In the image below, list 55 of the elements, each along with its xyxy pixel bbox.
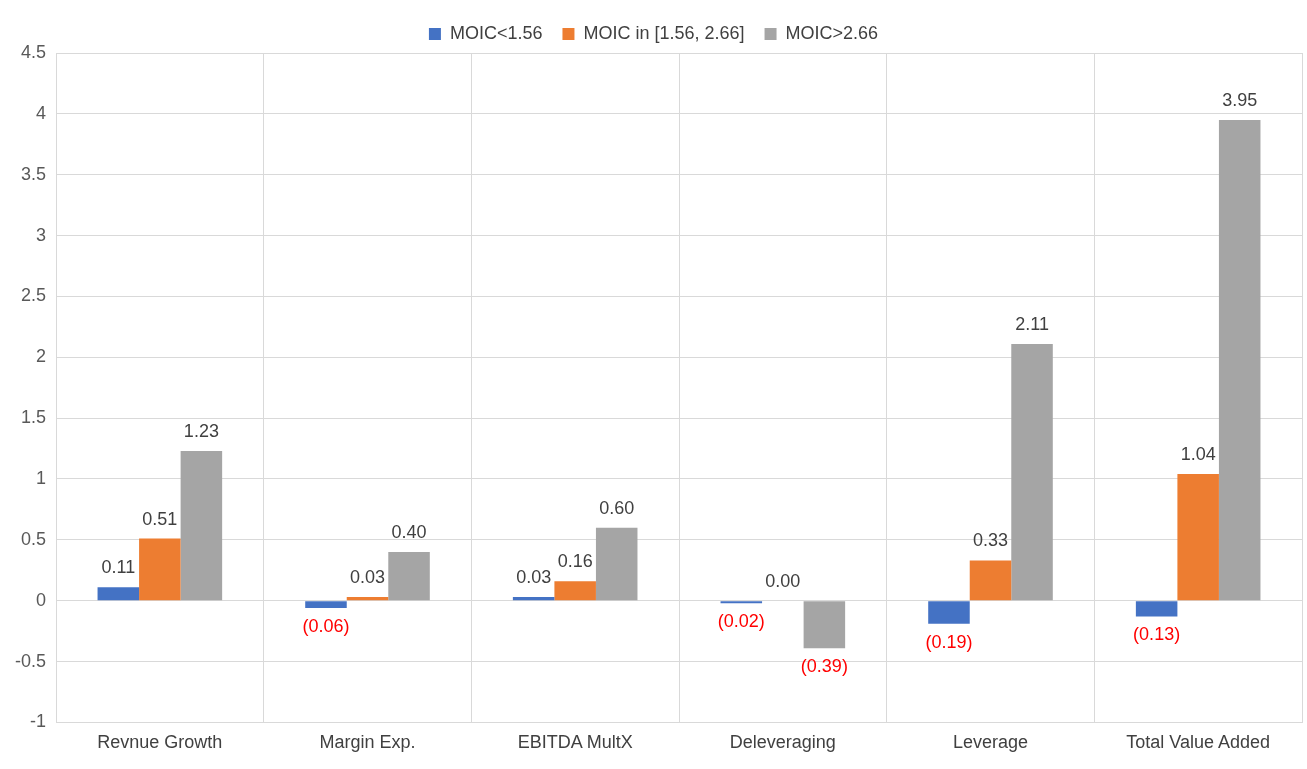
bar — [1177, 474, 1219, 601]
data-label: 0.51 — [142, 508, 178, 529]
y-tick-label: 0 — [36, 589, 47, 610]
data-label: 0.03 — [349, 567, 386, 588]
data-label: 1.04 — [1180, 444, 1216, 465]
bar — [595, 527, 638, 601]
data-label: 2.11 — [1015, 313, 1049, 334]
y-tick-label: 4 — [36, 102, 47, 123]
data-label: 0.03 — [516, 567, 552, 588]
x-tick-label: Total Value Added — [1126, 732, 1271, 753]
data-label: 3.95 — [1222, 89, 1258, 110]
bar — [512, 597, 555, 601]
data-label: (0.39) — [800, 656, 848, 677]
data-label: 0.16 — [557, 551, 593, 572]
y-tick-label: 1.5 — [20, 407, 47, 428]
x-tick-label: Margin Exp. — [319, 732, 416, 753]
x-tick-label: Deleveraging — [729, 732, 836, 753]
y-tick-label: -1 — [30, 711, 47, 732]
x-tick-label: Revnue Growth — [97, 732, 223, 753]
data-label: 0.40 — [391, 521, 427, 542]
data-label: 1.23 — [183, 420, 219, 441]
y-tick-label: 2 — [36, 346, 47, 367]
bar — [346, 597, 389, 601]
bar — [97, 587, 140, 601]
bar — [180, 450, 223, 601]
bar — [1218, 119, 1261, 601]
bar — [969, 560, 1012, 601]
bar — [1011, 343, 1053, 601]
bar — [928, 601, 970, 624]
bar — [554, 581, 596, 601]
data-label: 0.60 — [599, 497, 635, 518]
y-tick-label: 0.5 — [20, 528, 47, 549]
data-label: 0.11 — [101, 557, 136, 578]
y-tick-label: 1 — [36, 467, 47, 488]
data-label: (0.13) — [1133, 624, 1181, 645]
y-tick-label: 4.5 — [20, 41, 47, 62]
data-label: (0.19) — [925, 631, 973, 652]
legend-label: MOIC in [1.56, 2.66] — [583, 22, 745, 43]
bar — [803, 601, 846, 649]
bar — [139, 538, 181, 601]
legend-label: MOIC<1.56 — [449, 22, 543, 43]
legend-label: MOIC>2.66 — [785, 22, 879, 43]
data-label: 0.00 — [765, 570, 801, 591]
y-tick-label: -0.5 — [14, 650, 47, 671]
x-tick-label: Leverage — [952, 732, 1029, 753]
y-tick-label: 3 — [36, 224, 47, 245]
bar — [1135, 601, 1178, 617]
x-tick-label: EBITDA MultX — [517, 732, 633, 753]
data-label: (0.02) — [717, 611, 765, 632]
data-label: 0.33 — [972, 530, 1009, 551]
bar — [305, 601, 347, 608]
y-tick-label: 3.5 — [20, 163, 47, 184]
y-tick-label: 2.5 — [20, 285, 47, 306]
data-label: (0.06) — [302, 615, 350, 636]
bar — [388, 552, 430, 601]
